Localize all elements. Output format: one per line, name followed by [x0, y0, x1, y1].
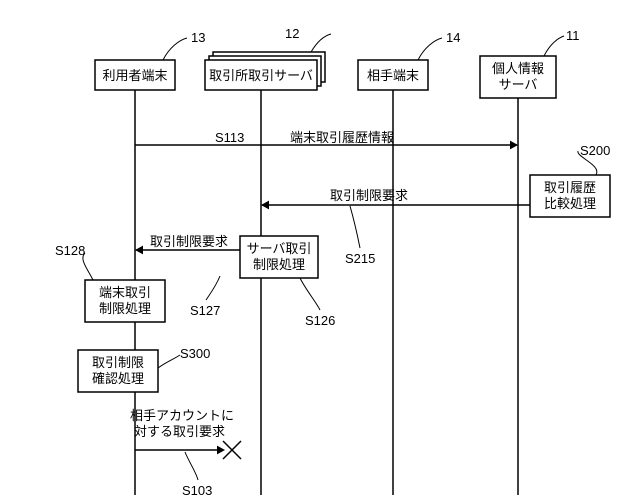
- msg-label-s127req: 取引制限要求: [150, 234, 228, 249]
- svg-text:サーバ: サーバ: [499, 77, 538, 92]
- final-text-1: 相手アカウントに: [130, 408, 234, 423]
- svg-text:端末取引: 端末取引: [99, 285, 151, 300]
- svg-text:取引制限: 取引制限: [92, 355, 144, 370]
- lifeline-num-user: 13: [191, 30, 205, 45]
- svg-text:制限処理: 制限処理: [99, 301, 151, 316]
- svg-text:比較処理: 比較処理: [544, 196, 596, 211]
- lifeline-label-user: 利用者端末: [102, 68, 167, 83]
- svg-text:個人情報: 個人情報: [492, 61, 544, 76]
- lifeline-label-peer: 相手端末: [367, 68, 419, 83]
- msg-label-s113: 端末取引履歴情報: [290, 130, 394, 145]
- lifeline-num-server: 12: [285, 26, 299, 41]
- num-s300: S300: [180, 346, 210, 361]
- num-s103: S103: [182, 483, 212, 498]
- svg-text:取引履歴: 取引履歴: [544, 180, 596, 195]
- svg-text:確認処理: 確認処理: [92, 371, 144, 386]
- svg-text:サーバ取引: サーバ取引: [247, 241, 312, 256]
- num-s200: S200: [580, 143, 610, 158]
- msg-num-s113: S113: [215, 130, 244, 145]
- lifeline-num-peer: 14: [446, 30, 460, 45]
- svg-text:制限処理: 制限処理: [253, 257, 305, 272]
- lifeline-label-server: 取引所取引サーバ: [209, 68, 313, 83]
- msg-label-s215: 取引制限要求: [330, 188, 408, 203]
- num-s128: S128: [55, 243, 85, 258]
- num-s215: S215: [345, 251, 375, 266]
- lifeline-num-pinfo: 11: [566, 28, 580, 43]
- final-text-2: 対する取引要求: [134, 424, 225, 439]
- num-s127: S127: [190, 303, 220, 318]
- num-s126: S126: [305, 313, 335, 328]
